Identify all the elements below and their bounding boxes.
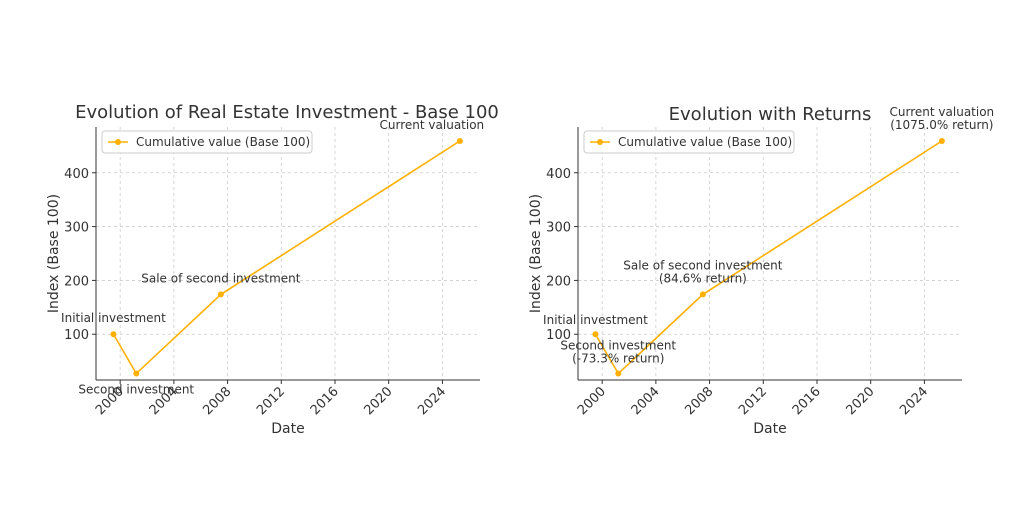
annotation-line: Initial investment <box>61 311 166 325</box>
annotation: Initial investment <box>543 313 648 327</box>
annotation: Current valuation (1075.0% return) <box>890 105 995 132</box>
x-axis-label: Date <box>271 421 304 437</box>
y-axis-label: Index (Base 100) <box>46 194 62 313</box>
annotation-line: Sale of second investment <box>141 271 301 285</box>
y-tick-label: 200 <box>64 274 89 289</box>
chart-title: Evolution of Real Estate Investment - Ba… <box>75 102 499 123</box>
legend: Cumulative value (Base 100) <box>101 130 313 154</box>
x-tick-label: 2012 <box>736 384 770 418</box>
x-tick-label: 2024 <box>897 384 931 418</box>
y-tick-label: 400 <box>546 167 571 182</box>
series-line <box>594 140 943 375</box>
data-point <box>592 331 599 338</box>
legend-box <box>583 130 795 154</box>
annotation-line: (84.6% return) <box>659 271 747 285</box>
chart-title: Evolution with Returns <box>669 104 872 125</box>
data-point <box>217 291 224 298</box>
data-point <box>110 331 117 338</box>
annotation: Sale of second investment (84.6% return) <box>623 258 783 285</box>
y-tick-label: 100 <box>64 328 89 343</box>
y-axis-label: Index (Base 100) <box>528 194 544 313</box>
annotation-line: Current valuation <box>890 105 995 119</box>
x-tick-label: 2004 <box>629 384 663 418</box>
annotation-line: Second investment <box>78 383 194 397</box>
data-point <box>699 291 706 298</box>
x-tick-label: 2008 <box>682 384 716 418</box>
annotation: Initial investment <box>61 311 166 325</box>
y-tick-label: 300 <box>546 221 571 236</box>
legend-label: Cumulative value (Base 100) <box>618 135 792 149</box>
x-axis-label: Date <box>753 421 786 437</box>
annotation-line: (1075.0% return) <box>890 118 993 132</box>
chart-2: 2000 2004 2008 2012 2016 2020 2024 100 200 300 400… <box>528 104 994 437</box>
x-tick-label: 2016 <box>308 384 342 418</box>
annotation-line: Sale of second investment <box>623 258 783 272</box>
chart-1: 2000 2004 2008 2012 2016 2020 2024100200300400… <box>46 102 499 437</box>
annotation-line: Second investment <box>560 339 676 353</box>
x-tick-label: 2016 <box>790 384 824 418</box>
legend-box <box>101 130 313 154</box>
data-point <box>133 370 140 377</box>
data-point <box>615 370 622 377</box>
x-tick-label: 2008 <box>200 384 234 418</box>
y-tick-label: 300 <box>64 221 89 236</box>
x-tick-label: 2024 <box>415 384 449 418</box>
x-tick-label: 2000 <box>575 384 609 418</box>
y-tick-label: 100 <box>546 328 571 343</box>
annotation-line: (-73.3% return) <box>572 352 664 366</box>
x-tick-label: 2020 <box>362 384 396 418</box>
y-tick-label: 400 <box>64 167 89 182</box>
x-tick-label: 2012 <box>254 384 288 418</box>
annotation: Second investment (-73.3% return) <box>560 339 676 366</box>
annotation-line: Initial investment <box>543 313 648 327</box>
x-tick-label: 2020 <box>844 384 878 418</box>
data-point <box>938 137 945 144</box>
legend-marker <box>597 139 603 145</box>
legend-marker <box>115 139 121 145</box>
series-line <box>112 140 461 375</box>
annotation: Current valuation <box>380 118 485 132</box>
annotation: Sale of second investment <box>141 271 301 285</box>
data-point <box>456 137 463 144</box>
legend-label: Cumulative value (Base 100) <box>136 135 310 149</box>
legend: Cumulative value (Base 100) <box>583 130 795 154</box>
annotation: Second investment <box>78 383 194 397</box>
annotation-line: Current valuation <box>380 118 485 132</box>
y-tick-label: 200 <box>546 274 571 289</box>
